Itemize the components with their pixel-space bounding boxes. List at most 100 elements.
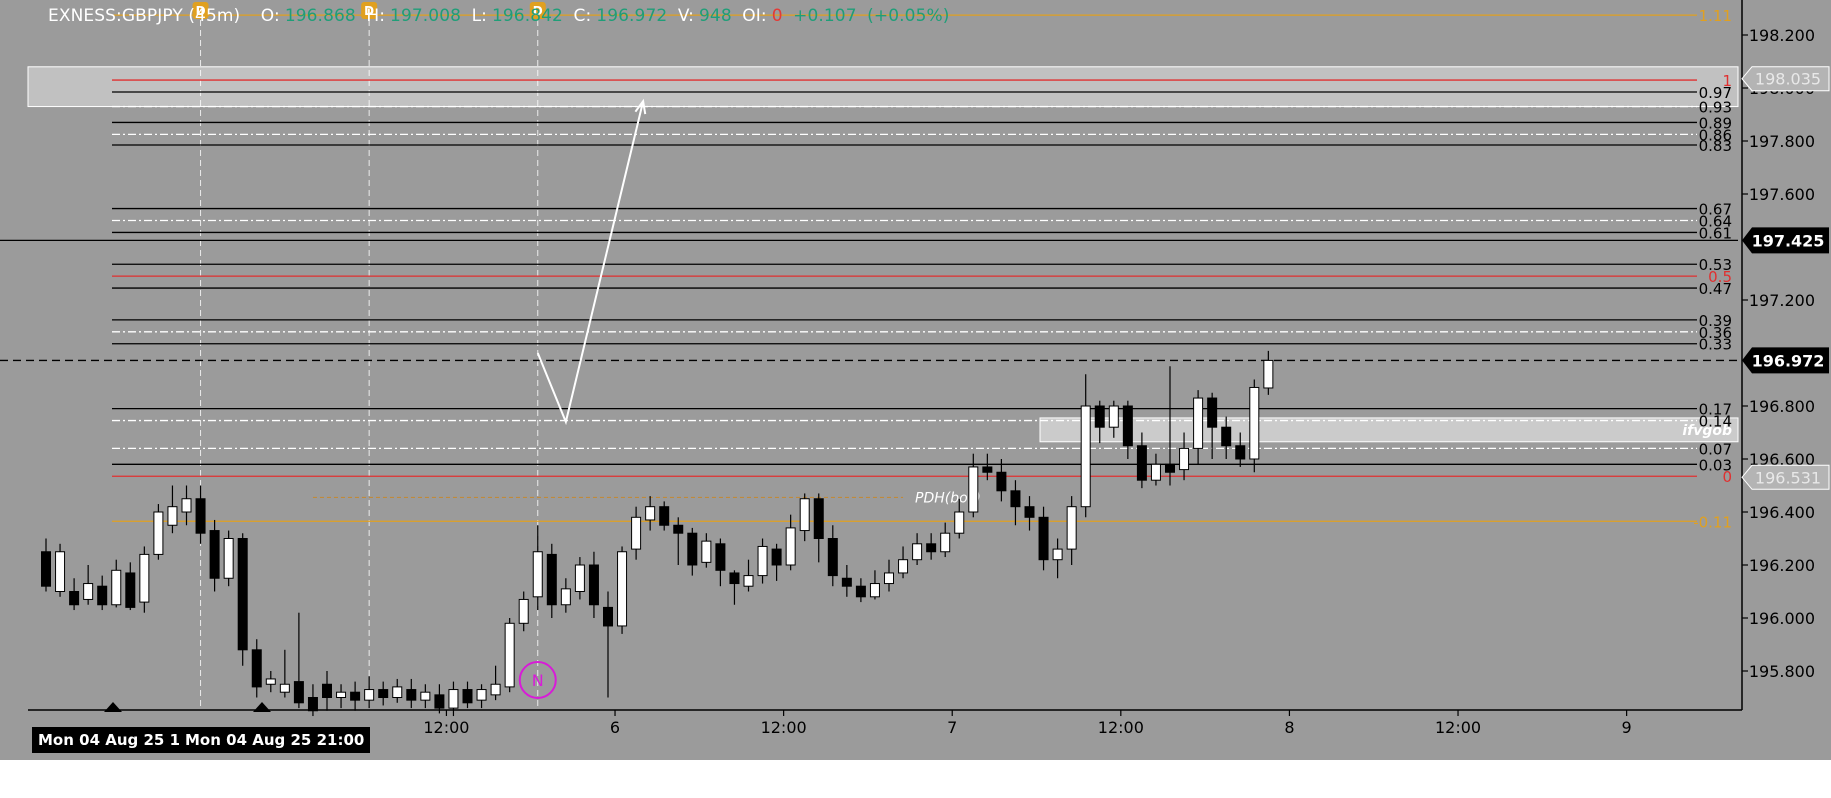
candle [83, 565, 94, 605]
candle [771, 543, 782, 581]
fib-level-label: 0.86 [1699, 126, 1732, 144]
fib-level-label: 0.67 [1699, 201, 1732, 219]
candle-body [209, 530, 220, 579]
price-tick-label: 197.600 [1749, 185, 1815, 204]
candle-body [603, 606, 613, 627]
candle [659, 501, 670, 531]
candle [1193, 390, 1204, 465]
pdh-label: PDH(boc) [915, 490, 981, 506]
fib-level-label: 0.47 [1699, 280, 1732, 298]
candle [406, 678, 417, 709]
candle-body [954, 511, 965, 534]
candle-body [631, 516, 642, 550]
oi-label: OI: [742, 6, 767, 26]
candle-body [83, 583, 94, 600]
candle-body [574, 564, 585, 592]
candle [603, 591, 613, 698]
candle-body [841, 577, 852, 587]
crosshair-caret [104, 702, 122, 712]
fib-level-label: 0.39 [1699, 312, 1732, 330]
candle-body [588, 564, 599, 606]
price-tick-label: 198.200 [1749, 26, 1815, 45]
candle-body [406, 689, 417, 701]
candle-body [1193, 397, 1204, 449]
candle [223, 530, 234, 587]
fib-level-label: 0.93 [1699, 99, 1732, 117]
candle [574, 557, 585, 600]
fib-level-label: 0.64 [1699, 213, 1732, 231]
candle [785, 514, 796, 571]
price-label: 196.531 [1741, 464, 1830, 490]
candle-body [996, 471, 1007, 492]
change-value: +0.107 [793, 6, 857, 26]
candle [378, 681, 389, 706]
candle [125, 562, 136, 611]
candle-body [532, 551, 543, 598]
candle [55, 543, 66, 597]
candle-body [476, 689, 487, 701]
candle [687, 527, 698, 576]
candle-body [462, 689, 473, 704]
chart-area[interactable]: ifvgob 1.11 1 0.97 0.93 0.89 0.86 0.83 0.67 0.64… [0, 0, 1831, 760]
projection-arrowhead [634, 98, 647, 115]
candle [1249, 379, 1260, 473]
time-tick-label: 6 [610, 718, 620, 737]
time-tick-label: 9 [1622, 718, 1632, 737]
price-label: 196.972 [1742, 347, 1829, 374]
candle [743, 559, 754, 592]
candle-body [378, 689, 389, 698]
candle-body [364, 689, 375, 701]
candle-body [546, 553, 557, 606]
candle-body [743, 575, 754, 587]
volume-value: 948 [698, 6, 732, 26]
time-tick-label: 12:00 [1435, 718, 1481, 737]
time-tick-label: 12:00 [1098, 718, 1144, 737]
candle-body [1052, 548, 1063, 561]
candle [139, 546, 150, 613]
supply-zone-box [27, 66, 1739, 108]
candle-body [1207, 397, 1218, 428]
candlestick-chart[interactable]: ifvgob 1.11 10.970.930.890.860.83 0.670.64… [0, 0, 1831, 760]
time-tick-label: 8 [1284, 718, 1294, 737]
time-tick-label: 12:00 [761, 718, 807, 737]
candle-body [1094, 405, 1105, 428]
candle-body [139, 553, 150, 603]
session-marker-label: D [196, 4, 206, 18]
candle-body [673, 524, 684, 534]
candle [97, 575, 108, 611]
candle-body [1235, 445, 1246, 460]
candle [1150, 453, 1161, 486]
fib-level-label: 0.61 [1699, 224, 1732, 242]
candle [1207, 392, 1218, 459]
oi-value: 0 [771, 6, 783, 26]
projection-arrow [536, 101, 645, 426]
candle-body [434, 694, 445, 709]
fib-level-label: 1.11 [1699, 7, 1732, 25]
fib-level-label: 0.97 [1699, 84, 1732, 102]
candle-body [968, 466, 979, 513]
candle-body [41, 551, 51, 587]
candle [1179, 432, 1190, 481]
candle-body [69, 591, 80, 606]
candle-body [167, 506, 178, 526]
candle-body [237, 538, 248, 651]
candle [898, 546, 909, 579]
candle-body [715, 543, 726, 571]
candle-body [293, 681, 304, 704]
price-label-bg [1741, 464, 1830, 490]
crosshair-date-tooltip: Mon 04 Aug 25 21:00 [179, 727, 371, 753]
low-value: 196.842 [491, 6, 563, 26]
price-label-text: 198.035 [1755, 70, 1821, 89]
candle-body [265, 678, 276, 685]
price-label-text: 196.972 [1752, 351, 1825, 370]
candle-body [799, 498, 810, 532]
candle-body [1165, 463, 1175, 473]
session-marker-label: D [364, 4, 374, 18]
candle [1010, 480, 1021, 526]
candle [729, 570, 740, 605]
candle-body [1024, 506, 1035, 518]
candle-body [350, 691, 361, 701]
candle-body [1108, 405, 1119, 428]
candle-body [1150, 463, 1161, 481]
fib-level-label: 0 [1722, 468, 1732, 486]
